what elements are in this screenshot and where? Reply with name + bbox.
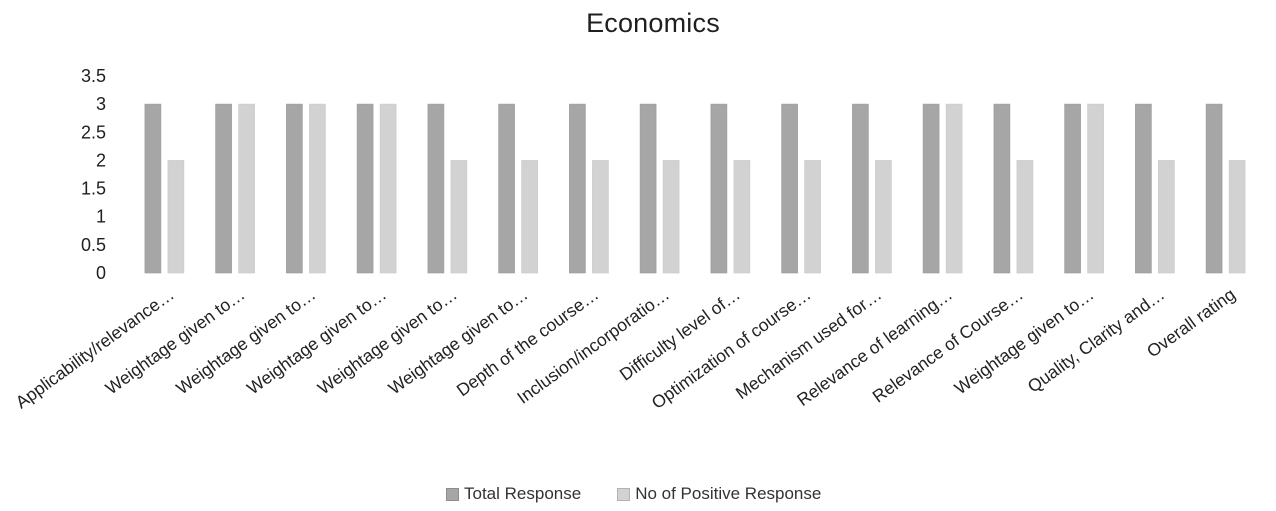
y-tick-label: 1.5 (81, 179, 106, 199)
bar-positive-response (875, 160, 892, 274)
bar-total-response (1064, 103, 1081, 274)
bar-total-response (569, 103, 586, 274)
bar-positive-response (1087, 103, 1104, 274)
y-tick-label: 2 (96, 150, 106, 170)
y-tick-label: 3.5 (81, 66, 106, 86)
bar-positive-response (1016, 160, 1034, 274)
y-tick-label: 0 (96, 263, 106, 283)
bar-total-response (1135, 103, 1152, 274)
bar-total-response (286, 103, 303, 274)
bar-total-response (922, 103, 940, 274)
legend-swatch-total-response (446, 487, 459, 501)
bar-total-response (710, 103, 728, 274)
x-category-label: Difficulty level of… (616, 284, 744, 385)
bar-positive-response (521, 160, 538, 274)
bar-total-response (639, 103, 657, 274)
bar-total-response (144, 103, 162, 274)
legend-label-total-response: Total Response (464, 484, 582, 503)
bar-positive-response (662, 160, 680, 274)
y-tick-label: 0.5 (81, 235, 106, 255)
y-tick-label: 1 (96, 207, 106, 227)
bar-total-response (356, 103, 374, 274)
bar-total-response (993, 103, 1011, 274)
bar-positive-response (1228, 160, 1246, 274)
bar-positive-response (1158, 160, 1175, 274)
bar-positive-response (450, 160, 468, 274)
y-tick-label: 3 (96, 94, 106, 114)
bar-positive-response (804, 160, 821, 274)
legend-item-positive-response: No of Positive Response (617, 484, 821, 504)
legend-swatch-positive-response (617, 487, 631, 501)
bar-positive-response (167, 160, 185, 274)
bar-total-response (427, 103, 445, 274)
bar-total-response (498, 103, 515, 274)
chart-title: Economics (586, 8, 720, 38)
bar-positive-response (309, 103, 326, 274)
bar-positive-response (379, 103, 397, 274)
bar-positive-response (238, 103, 255, 274)
y-tick-label: 2.5 (81, 122, 106, 142)
bar-total-response (215, 103, 232, 274)
legend: Total Response No of Positive Response (446, 484, 857, 504)
legend-label-positive-response: No of Positive Response (635, 484, 822, 503)
bar-positive-response (945, 103, 963, 274)
bar-total-response (781, 103, 798, 274)
bar-total-response (852, 103, 869, 274)
legend-item-total-response: Total Response (446, 484, 581, 504)
bar-positive-response (592, 160, 609, 274)
bar-total-response (1205, 103, 1223, 274)
bar-positive-response (733, 160, 751, 274)
